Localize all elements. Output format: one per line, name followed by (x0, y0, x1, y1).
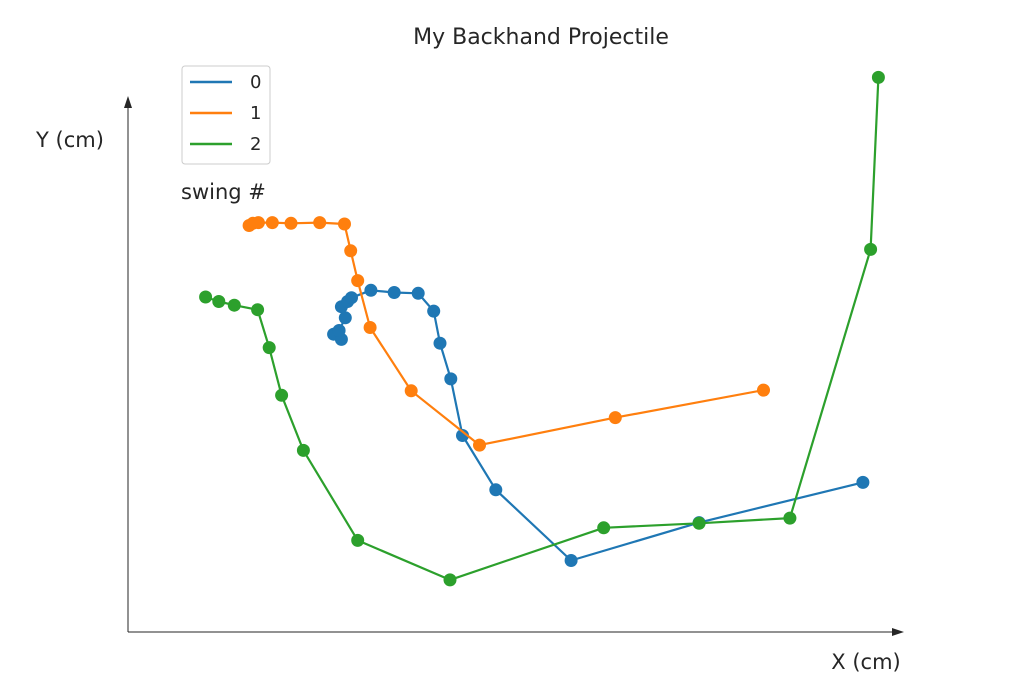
data-point-0-10 (427, 304, 441, 318)
data-point-1-9 (363, 321, 377, 334)
data-point-2-5 (275, 388, 289, 402)
series-1 (242, 216, 770, 452)
data-point-0-3 (338, 311, 352, 325)
chart-title: My Backhand Projectile (413, 25, 669, 50)
data-point-0-11 (433, 336, 447, 350)
legend-items: 0 1 2 (190, 72, 261, 155)
data-point-2-2 (227, 298, 241, 312)
data-point-0-7 (364, 283, 378, 297)
data-point-1-2 (251, 216, 265, 230)
legend-label-0: 0 (250, 72, 261, 93)
legend-frame (181, 65, 271, 165)
data-point-0-15 (564, 554, 578, 567)
data-point-1-7 (344, 244, 358, 258)
data-point-2-4 (262, 341, 276, 355)
y-axis-arrow (124, 96, 132, 108)
series-layer (199, 70, 885, 587)
x-axis (128, 628, 904, 636)
data-point-2-0 (199, 290, 213, 304)
legend-item-1: 1 (190, 103, 261, 124)
data-point-2-1 (212, 295, 226, 308)
data-point-2-12 (864, 242, 878, 256)
series-2 (199, 70, 885, 587)
data-point-1-4 (284, 216, 298, 230)
data-point-1-10 (404, 384, 418, 398)
series-line-0 (332, 289, 864, 562)
data-point-2-8 (443, 573, 457, 587)
data-point-2-13 (871, 70, 885, 84)
x-axis-label: X (cm) (831, 650, 900, 674)
data-point-0-17 (856, 475, 870, 489)
legend-item-2: 2 (190, 134, 261, 155)
data-point-2-3 (251, 303, 265, 317)
y-axis (124, 96, 132, 632)
data-point-1-13 (757, 383, 770, 397)
data-point-1-12 (608, 411, 622, 425)
data-point-2-10 (692, 516, 706, 530)
data-point-1-3 (265, 216, 279, 230)
data-point-0-12 (444, 372, 458, 386)
series-0 (327, 283, 870, 567)
legend-title: swing # (181, 180, 266, 204)
series-line-1 (248, 221, 764, 447)
y-axis-label: Y (cm) (35, 128, 104, 152)
data-point-1-11 (473, 438, 486, 452)
data-point-0-13 (456, 429, 469, 442)
data-point-0-8 (387, 286, 401, 299)
data-point-1-8 (351, 274, 365, 288)
data-point-0-9 (411, 286, 425, 300)
series-line-2 (205, 77, 880, 582)
data-point-2-6 (296, 443, 310, 457)
data-point-2-7 (351, 533, 365, 547)
data-point-0-14 (489, 483, 503, 497)
x-axis-arrow (892, 628, 904, 636)
legend-item-0: 0 (190, 72, 261, 93)
data-point-0-6 (345, 291, 358, 305)
data-point-0-2 (332, 324, 346, 337)
data-point-1-5 (313, 216, 327, 230)
data-point-1-6 (338, 217, 351, 231)
legend-label-1: 1 (250, 103, 261, 124)
legend: 0 1 2 (181, 65, 271, 165)
legend-label-2: 2 (250, 134, 261, 155)
data-point-2-11 (783, 511, 797, 525)
data-point-2-9 (597, 521, 611, 535)
